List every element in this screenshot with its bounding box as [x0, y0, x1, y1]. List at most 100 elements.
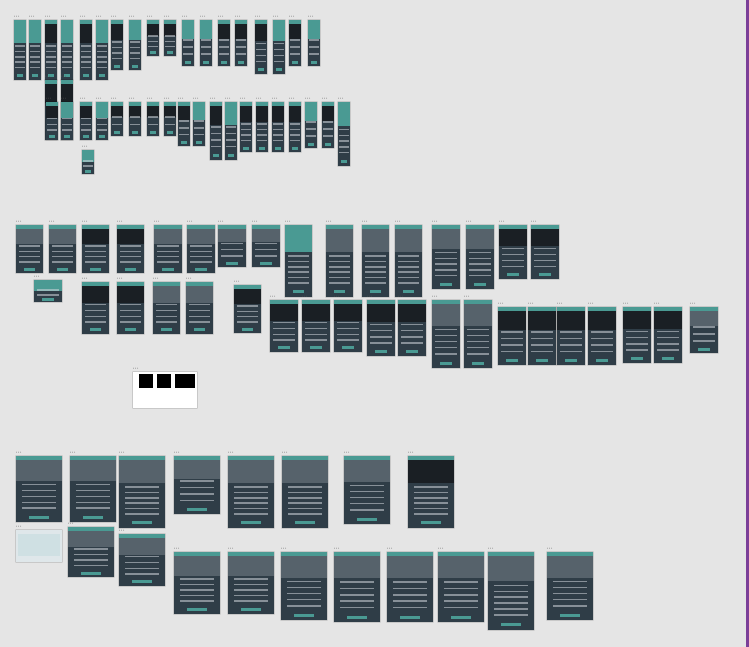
artboard-label[interactable]: ••• — [129, 96, 136, 100]
artboard-label[interactable]: ••• — [395, 219, 402, 223]
artboard-label[interactable]: ••• — [164, 96, 171, 100]
artboard-label[interactable]: ••• — [305, 96, 312, 100]
artboard-label[interactable]: ••• — [82, 219, 89, 223]
artboard-label[interactable]: ••• — [225, 96, 232, 100]
artboard-thumbnail[interactable] — [488, 552, 534, 630]
artboard-label[interactable]: ••• — [80, 96, 87, 100]
artboard-thumbnail[interactable] — [14, 20, 26, 80]
artboard-label[interactable]: ••• — [129, 14, 136, 18]
artboard-thumbnail[interactable] — [338, 102, 350, 166]
artboard-thumbnail[interactable] — [272, 102, 284, 152]
artboard-thumbnail[interactable] — [255, 20, 267, 74]
artboard-label[interactable]: ••• — [464, 294, 471, 298]
artboard-thumbnail[interactable] — [153, 282, 180, 334]
artboard-thumbnail[interactable] — [193, 102, 205, 146]
artboard-label[interactable]: ••• — [147, 96, 154, 100]
artboard-label[interactable]: ••• — [289, 14, 296, 18]
artboard-label[interactable]: ••• — [488, 546, 495, 550]
artboard-thumbnail[interactable] — [240, 102, 252, 152]
artboard-label[interactable]: ••• — [16, 219, 23, 223]
artboard-thumbnail[interactable] — [228, 456, 274, 528]
artboard-label[interactable]: ••• — [218, 14, 225, 18]
artboard-label[interactable]: ••• — [240, 96, 247, 100]
artboard-thumbnail[interactable] — [119, 456, 165, 528]
artboard-label[interactable]: ••• — [70, 450, 77, 454]
artboard-thumbnail[interactable] — [395, 225, 422, 297]
artboard-thumbnail[interactable] — [68, 527, 114, 577]
artboard-thumbnail[interactable] — [174, 456, 220, 514]
artboard-thumbnail[interactable] — [164, 102, 176, 136]
artboard-thumbnail[interactable] — [225, 102, 237, 160]
artboard-thumbnail[interactable] — [557, 307, 585, 365]
artboard-thumbnail[interactable] — [147, 102, 159, 136]
artboard-thumbnail[interactable] — [96, 20, 108, 80]
artboard-label[interactable]: ••• — [182, 14, 189, 18]
artboard-label[interactable]: ••• — [285, 219, 292, 223]
artboard-label[interactable]: ••• — [547, 546, 554, 550]
artboard-thumbnail[interactable] — [690, 307, 718, 353]
artboard-label[interactable]: ••• — [164, 14, 171, 18]
artboard-label[interactable]: ••• — [117, 276, 124, 280]
artboard-label[interactable]: ••• — [302, 294, 309, 298]
artboard-thumbnail[interactable] — [218, 20, 230, 66]
artboard-label[interactable]: ••• — [432, 219, 439, 223]
artboard-thumbnail[interactable] — [408, 456, 454, 528]
artboard-label[interactable]: ••• — [252, 219, 259, 223]
artboard-label[interactable]: ••• — [528, 301, 535, 305]
artboard-thumbnail[interactable] — [308, 20, 320, 66]
artboard-label[interactable]: ••• — [282, 450, 289, 454]
artboard-thumbnail[interactable] — [285, 225, 312, 297]
artboard-label[interactable]: ••• — [362, 219, 369, 223]
artboard-thumbnail[interactable] — [432, 225, 460, 289]
artboard-label[interactable]: ••• — [588, 301, 595, 305]
artboard-label[interactable]: ••• — [174, 450, 181, 454]
artboard-label[interactable]: ••• — [82, 276, 89, 280]
artboard-thumbnail[interactable] — [234, 285, 261, 333]
artboard-thumbnail[interactable] — [334, 552, 380, 622]
artboard-thumbnail[interactable] — [334, 300, 362, 352]
artboard-label[interactable]: ••• — [289, 96, 296, 100]
artboard-thumbnail[interactable] — [256, 102, 268, 152]
artboard-label[interactable]: ••• — [96, 96, 103, 100]
artboard-thumbnail[interactable] — [362, 225, 389, 297]
artboard-thumbnail[interactable] — [82, 282, 109, 334]
artboard-label[interactable]: ••• — [338, 96, 345, 100]
artboard-label[interactable]: ••• — [82, 144, 89, 148]
artboard-thumbnail[interactable] — [117, 225, 144, 273]
artboard-thumbnail[interactable] — [187, 225, 215, 273]
artboard-label[interactable]: ••• — [272, 96, 279, 100]
artboard-label[interactable]: ••• — [270, 294, 277, 298]
artboard-thumbnail[interactable] — [111, 20, 123, 70]
artboard-label[interactable]: ••• — [322, 96, 329, 100]
artboard-label[interactable]: ••• — [273, 14, 280, 18]
artboard-thumbnail[interactable] — [438, 552, 484, 622]
artboard-thumbnail[interactable] — [80, 102, 92, 140]
artboard-thumbnail[interactable] — [200, 20, 212, 66]
artboard-thumbnail[interactable] — [186, 282, 213, 334]
artboard-label[interactable]: ••• — [178, 96, 185, 100]
artboard-thumbnail[interactable] — [322, 102, 334, 148]
artboard-thumbnail[interactable] — [45, 20, 57, 80]
artboard-label[interactable]: ••• — [46, 96, 53, 100]
artboard-thumbnail[interactable] — [129, 20, 141, 70]
artboard-label[interactable]: ••• — [281, 546, 288, 550]
artboard-label[interactable]: ••• — [49, 219, 56, 223]
artboard-label[interactable]: ••• — [61, 96, 68, 100]
artboard-thumbnail[interactable] — [273, 20, 285, 74]
artboard-label[interactable]: ••• — [34, 274, 41, 278]
artboard-label[interactable]: ••• — [119, 528, 126, 532]
artboard-label[interactable]: ••• — [255, 14, 262, 18]
artboard-label[interactable]: ••• — [187, 219, 194, 223]
artboard-thumbnail[interactable] — [588, 307, 616, 365]
artboard-thumbnail[interactable] — [282, 456, 328, 528]
artboard-thumbnail[interactable] — [182, 20, 194, 66]
artboard-thumbnail[interactable] — [178, 102, 190, 146]
artboard-thumbnail[interactable] — [16, 456, 62, 522]
artboard-label[interactable]: ••• — [690, 301, 697, 305]
artboard-label[interactable]: ••• — [654, 301, 661, 305]
artboard-label[interactable]: ••• — [61, 14, 68, 18]
artboard-label[interactable]: ••• — [147, 14, 154, 18]
artboard-thumbnail[interactable] — [235, 20, 247, 66]
artboard-label[interactable]: ••• — [111, 14, 118, 18]
artboard-label[interactable]: ••• — [119, 450, 126, 454]
